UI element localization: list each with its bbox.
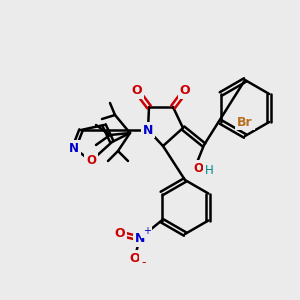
Text: O: O <box>129 252 140 265</box>
Text: O: O <box>114 227 125 240</box>
Text: N: N <box>69 142 79 154</box>
Text: +: + <box>142 226 151 236</box>
Text: Br: Br <box>237 116 253 128</box>
Text: O: O <box>132 85 142 98</box>
Text: O: O <box>86 154 96 167</box>
Text: -: - <box>141 256 146 269</box>
Text: O: O <box>193 161 203 175</box>
Text: N: N <box>134 232 145 245</box>
Text: H: H <box>205 164 213 176</box>
Text: N: N <box>143 124 153 136</box>
Text: O: O <box>180 85 190 98</box>
